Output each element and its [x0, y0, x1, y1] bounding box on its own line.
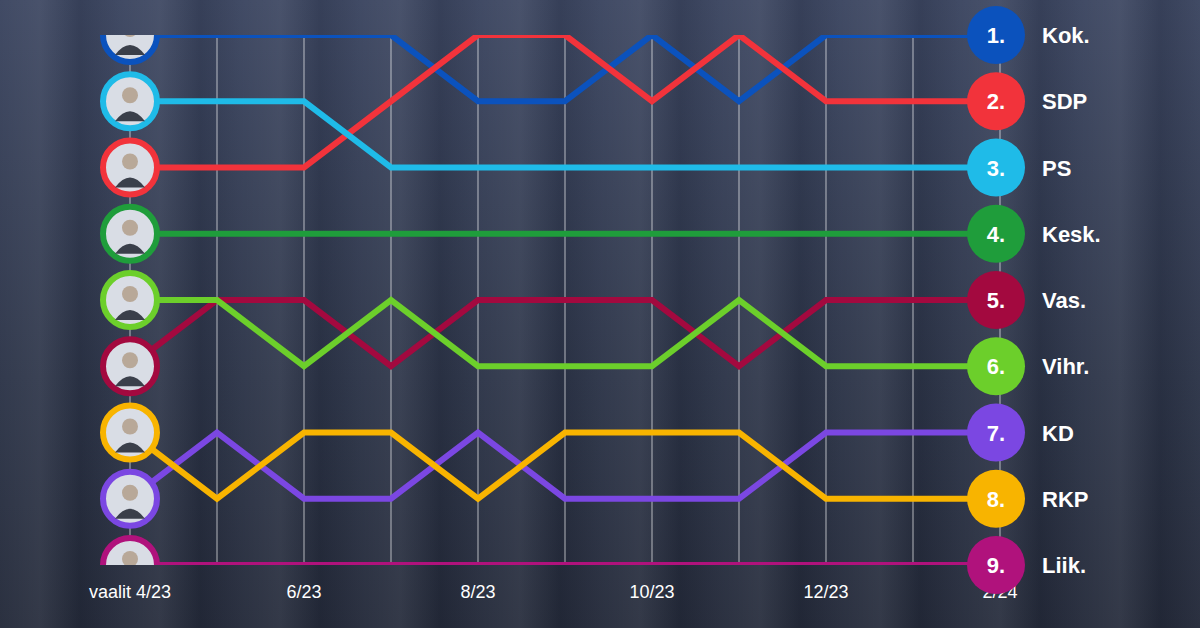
svg-text:3.: 3. [987, 156, 1005, 181]
svg-text:7.: 7. [987, 421, 1005, 446]
svg-text:Vihr.: Vihr. [1042, 354, 1089, 379]
svg-text:4.: 4. [987, 222, 1005, 247]
svg-text:vaalit 4/23: vaalit 4/23 [89, 582, 171, 602]
svg-text:PS: PS [1042, 156, 1071, 181]
svg-text:Kok.: Kok. [1042, 23, 1090, 48]
svg-text:6/23: 6/23 [286, 582, 321, 602]
svg-text:Kesk.: Kesk. [1042, 222, 1101, 247]
svg-text:Vas.: Vas. [1042, 288, 1086, 313]
svg-text:12/23: 12/23 [803, 582, 848, 602]
svg-text:8/23: 8/23 [460, 582, 495, 602]
svg-text:1.: 1. [987, 23, 1005, 48]
svg-text:Liik.: Liik. [1042, 553, 1086, 578]
svg-text:2.: 2. [987, 89, 1005, 114]
svg-text:9.: 9. [987, 553, 1005, 578]
svg-text:5.: 5. [987, 288, 1005, 313]
svg-text:8.: 8. [987, 487, 1005, 512]
svg-text:KD: KD [1042, 421, 1074, 446]
svg-text:RKP: RKP [1042, 487, 1088, 512]
svg-text:6.: 6. [987, 354, 1005, 379]
svg-text:SDP: SDP [1042, 89, 1087, 114]
svg-text:10/23: 10/23 [629, 582, 674, 602]
